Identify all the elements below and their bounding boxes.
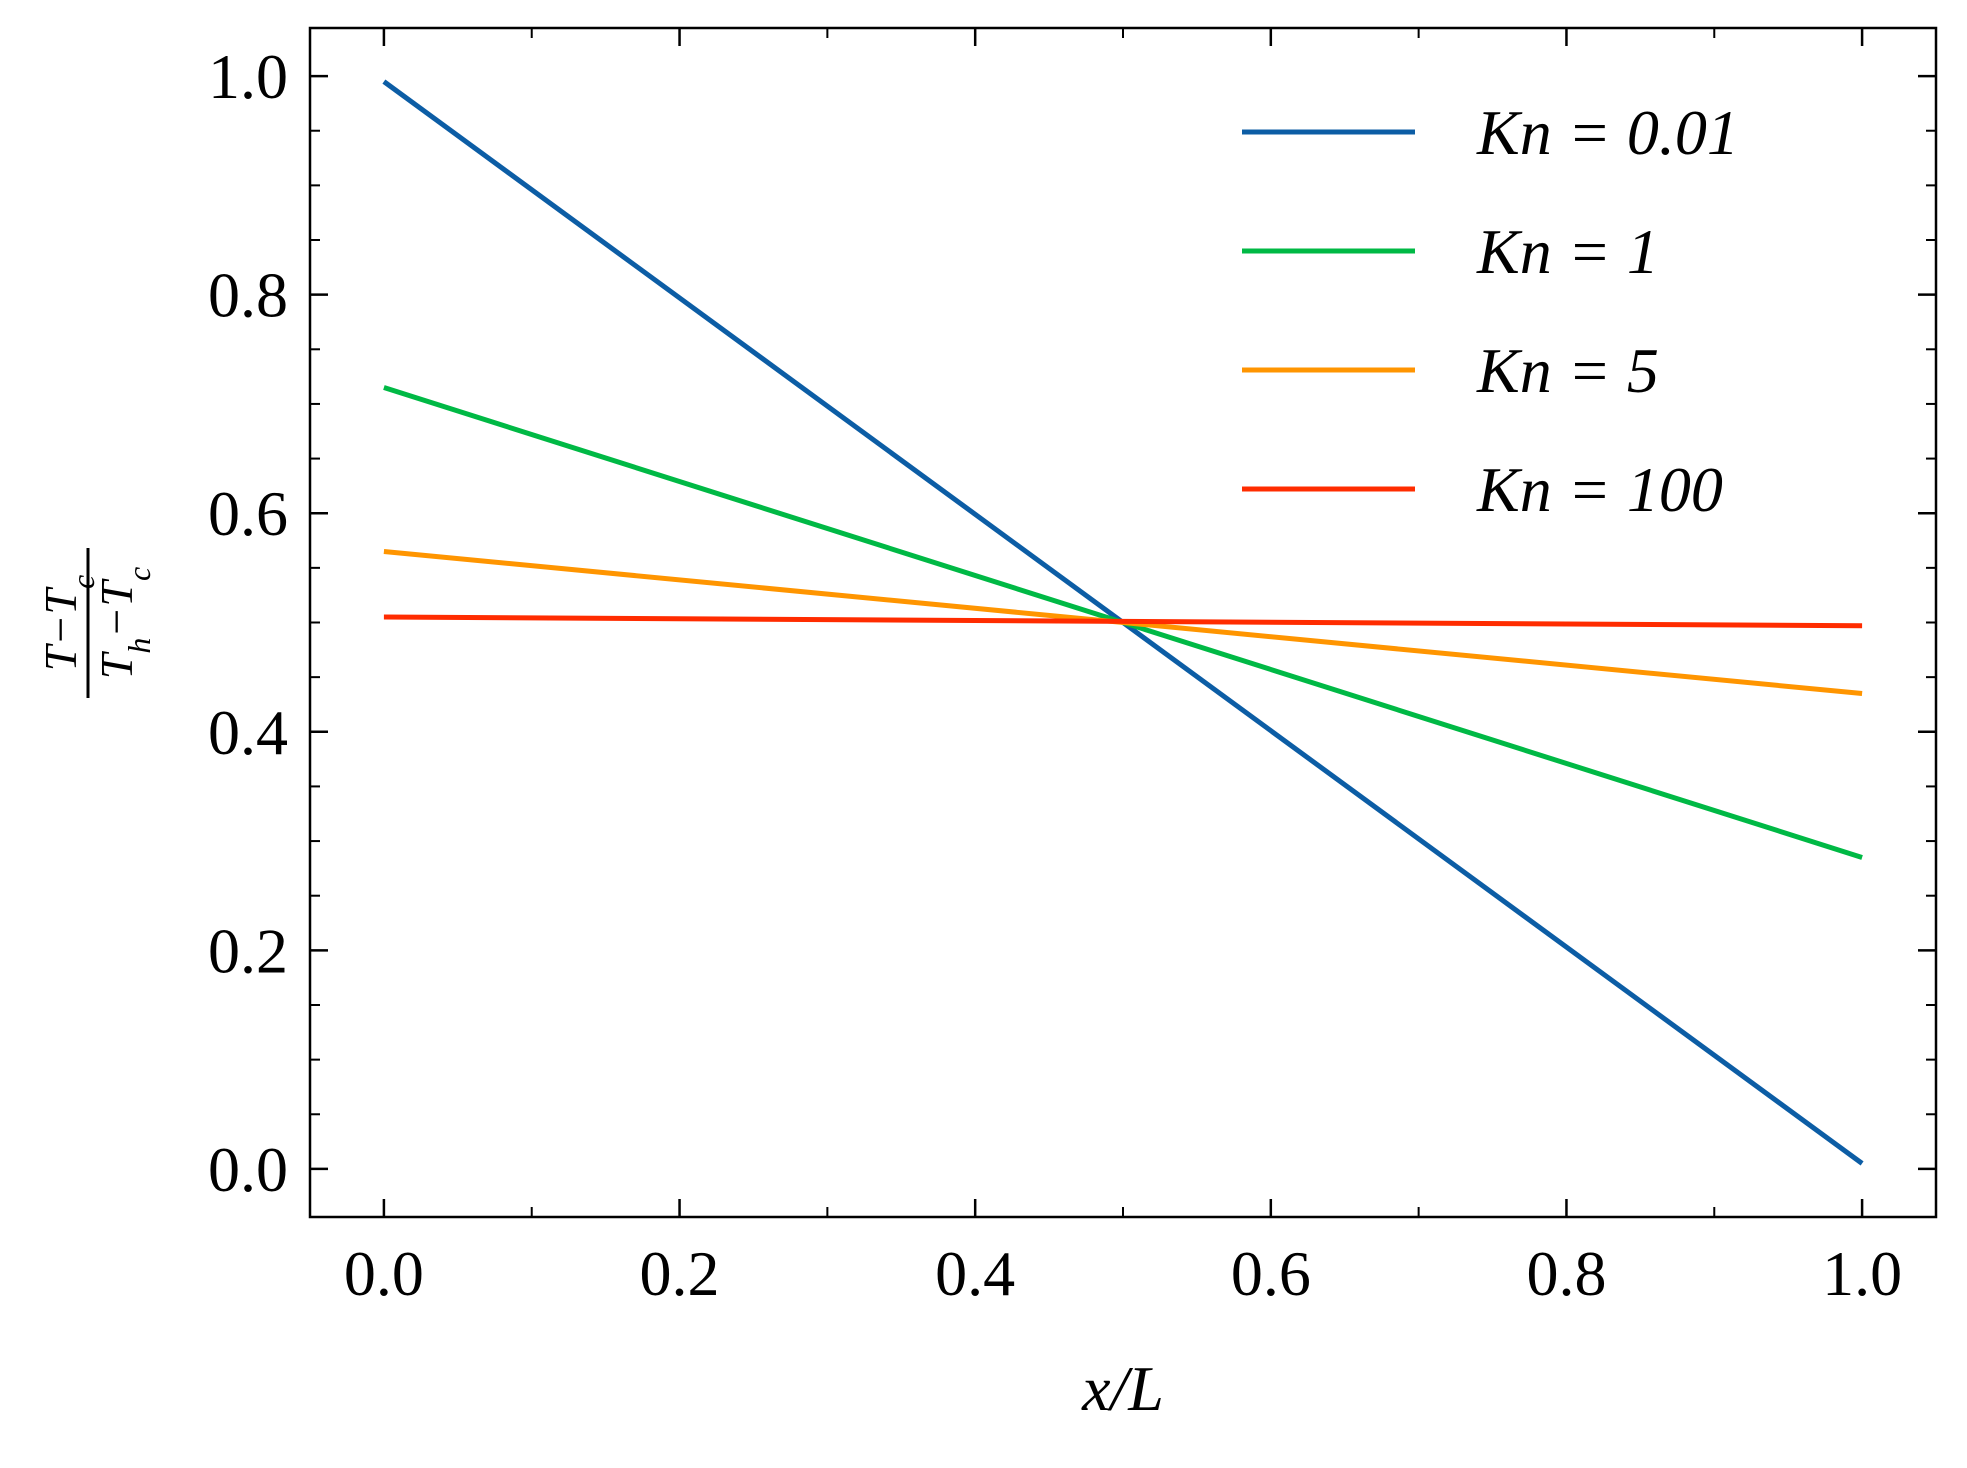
legend-label: Kn = 0.01 <box>1476 97 1739 168</box>
y-tick-label: 0.8 <box>208 260 288 331</box>
x-tick-label: 1.0 <box>1822 1238 1902 1309</box>
x-tick-label: 0.2 <box>640 1238 720 1309</box>
y-tick-label: 0.2 <box>208 915 288 986</box>
x-axis-label: x/L <box>1081 1353 1164 1424</box>
legend-label: Kn = 5 <box>1476 335 1659 406</box>
plot-frame <box>308 26 1938 1219</box>
legend-label: Kn = 1 <box>1476 216 1659 287</box>
y-tick-label: 0.4 <box>208 697 288 768</box>
y-axis-label: T−Tc Th−Tc <box>35 548 157 698</box>
y-label-numerator: T−Tc <box>35 575 101 671</box>
x-tick-label: 0.6 <box>1231 1238 1311 1309</box>
y-tick-label: 0.6 <box>208 478 288 549</box>
legend-label: Kn = 100 <box>1476 454 1723 525</box>
data-line <box>383 614 1863 629</box>
y-tick-label: 1.0 <box>208 41 288 112</box>
x-tick-label: 0.4 <box>935 1238 1015 1309</box>
x-tick-label: 0.0 <box>344 1238 424 1309</box>
y-label-denominator: Th−Tc <box>91 567 157 679</box>
y-tick-label: 0.0 <box>208 1134 288 1205</box>
x-tick-label: 0.8 <box>1526 1238 1606 1309</box>
